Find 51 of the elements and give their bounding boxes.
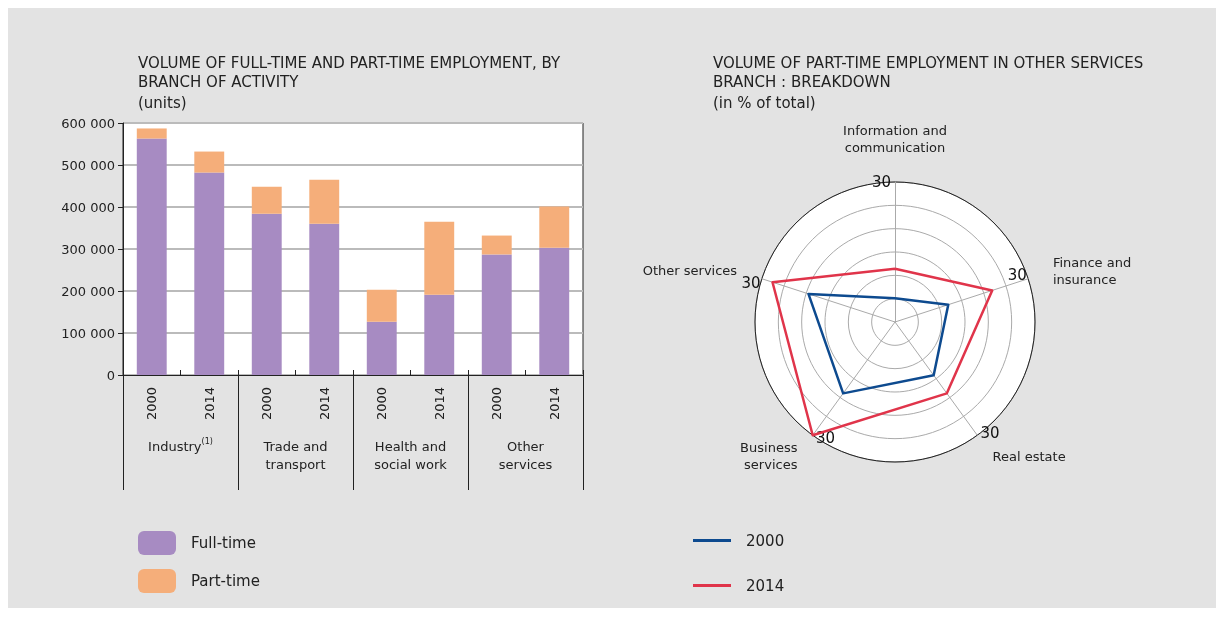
x-tick-label: 2014: [431, 387, 447, 421]
y-tick-label: 300 000: [61, 241, 115, 257]
y-tick-label: 600 000: [61, 115, 115, 131]
text: Trade and transport: [262, 438, 328, 472]
chart-subtitle: (in % of total): [713, 93, 816, 112]
bar: [251, 213, 282, 375]
legend-label: 2014: [746, 576, 785, 595]
spoke-label: Other services: [642, 263, 738, 279]
bar: [366, 289, 397, 322]
bar: [194, 172, 225, 375]
x-tick-label: 2014: [316, 387, 332, 421]
bar: [194, 151, 225, 173]
spoke-label: Business services: [740, 440, 798, 473]
bar: [539, 206, 570, 248]
text: Other services: [498, 438, 553, 472]
bar: [424, 221, 455, 295]
bar: [251, 186, 282, 214]
x-tick-label: 2000: [489, 387, 505, 421]
x-tick-label: 2000: [374, 387, 390, 421]
legend-label: 2000: [746, 531, 785, 550]
x-tick-label: 2014: [546, 387, 562, 421]
text: Health and social work: [374, 438, 448, 472]
bar: [136, 128, 167, 139]
x-tick-label: 2014: [201, 387, 217, 421]
y-tick-label: 500 000: [61, 157, 115, 173]
bar: [539, 247, 570, 375]
x-tick-label: 2000: [144, 387, 160, 421]
y-tick-label: 200 000: [61, 283, 115, 299]
bar: [309, 223, 340, 375]
y-tick-label: 0: [106, 367, 115, 383]
y-tick-label: 400 000: [61, 199, 115, 215]
x-tick-label: 2000: [259, 387, 275, 421]
spoke-label: Real estate: [992, 448, 1066, 464]
bar: [136, 138, 167, 375]
bar: [481, 235, 512, 255]
legend-label: Part-time: [191, 572, 260, 590]
text: 30: [1007, 265, 1027, 284]
chart-title: VOLUME OF PART-TIME EMPLOYMENT IN OTHER SERVICES BRANCH : BREAKDOWN: [713, 53, 1144, 91]
bar: [424, 294, 455, 375]
bar: [481, 254, 512, 375]
bar: [366, 321, 397, 375]
spoke-label: Finance and insurance: [1052, 254, 1132, 287]
chart-subtitle: (units): [138, 93, 187, 112]
legend-label: Full-time: [191, 534, 256, 552]
bar: [309, 179, 340, 224]
y-tick-label: 100 000: [61, 325, 115, 341]
text: 30: [741, 273, 761, 292]
chart-title: VOLUME OF FULL-TIME AND PART-TIME EMPLOYMENT, BY BRANCH OF ACTIVITY: [138, 53, 561, 91]
spoke-label: Information and communication: [843, 123, 947, 155]
text: 30: [980, 423, 1000, 442]
text: 30: [815, 428, 836, 447]
